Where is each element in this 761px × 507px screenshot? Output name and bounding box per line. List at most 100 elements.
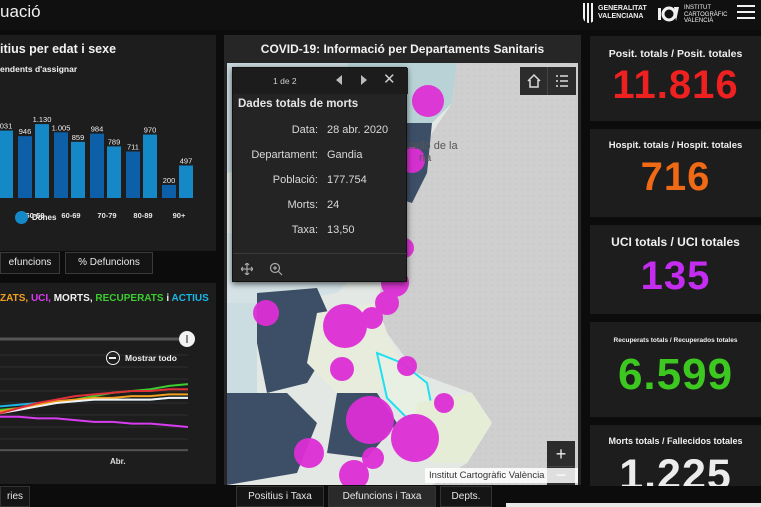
card-label: Hospit. totals / Hospit. totales bbox=[608, 140, 743, 151]
recovered-card: Recuperats totals / Recuperados totales … bbox=[590, 322, 761, 417]
tab-defuncions-taxa[interactable]: Defuncions i Taxa bbox=[328, 486, 436, 507]
category-tick-label: 50-59 bbox=[25, 211, 44, 220]
feature-popup: 1 de 2 ✕ Dades totals de morts Data: 28 … bbox=[232, 67, 408, 283]
layer-list-button[interactable] bbox=[548, 67, 576, 95]
category-tick-label: 90+ bbox=[173, 211, 186, 220]
age-bar[interactable] bbox=[107, 146, 121, 198]
legend-part: MORTS, bbox=[53, 293, 96, 304]
age-sex-panel: itius per edat i sexe endents d'assignar… bbox=[0, 35, 216, 251]
card-value: 716 bbox=[640, 155, 711, 199]
zoom-in-button[interactable]: + bbox=[547, 441, 575, 467]
age-bar[interactable] bbox=[126, 151, 140, 198]
time-slider-handle[interactable] bbox=[179, 331, 195, 347]
bar-value-label: 970 bbox=[144, 126, 157, 135]
age-panel-subtitle: endents d'assignar bbox=[0, 64, 78, 74]
popup-value: Gandia bbox=[327, 149, 363, 161]
map-title: COVID-19: Informació per Departaments Sa… bbox=[260, 42, 545, 56]
bar-value-label: 984 bbox=[91, 125, 104, 134]
bar-value-label: 200 bbox=[163, 176, 176, 185]
icv-logo: INSTITUT CARTOGRÀFIC VALENCIÀ bbox=[657, 2, 727, 26]
home-button[interactable] bbox=[520, 67, 548, 95]
bar-value-label: 031 bbox=[0, 122, 12, 131]
popup-value: 28 abr. 2020 bbox=[327, 124, 389, 136]
icu-card: UCI totals / UCI totales 135 bbox=[590, 225, 761, 314]
x-axis-label: Abr. bbox=[110, 457, 126, 466]
line-chart-legend: ZATS, UCI, MORTS, RECUPERATS i ACTIUS bbox=[0, 293, 209, 304]
legend-part: ZATS, bbox=[0, 293, 31, 304]
category-tick-label: 80-89 bbox=[133, 211, 152, 220]
tab-series[interactable]: ries bbox=[0, 486, 30, 507]
bottom-strip bbox=[506, 503, 761, 507]
zoom-out-icon[interactable] bbox=[106, 351, 120, 365]
popup-value: 13,50 bbox=[327, 224, 355, 236]
evolution-line-chart[interactable] bbox=[0, 325, 216, 465]
age-bar[interactable] bbox=[54, 132, 68, 198]
legend-female-label[interactable]: Dones bbox=[32, 213, 57, 222]
popup-footer bbox=[233, 253, 408, 283]
bar-value-label: 946 bbox=[19, 127, 32, 136]
card-label: Morts totals / Fallecidos totales bbox=[608, 436, 743, 446]
age-bar[interactable] bbox=[35, 124, 49, 198]
next-feature-icon[interactable] bbox=[361, 75, 367, 85]
bar-value-label: 789 bbox=[108, 137, 121, 146]
category-tick-label: 60-69 bbox=[61, 211, 80, 220]
positives-card: Posit. totals / Posit. totales 11.816 bbox=[590, 36, 761, 121]
card-label: Posit. totals / Posit. totales bbox=[608, 48, 743, 60]
age-panel-title: itius per edat i sexe bbox=[0, 42, 117, 56]
close-icon[interactable]: ✕ bbox=[383, 71, 396, 88]
age-bar[interactable] bbox=[90, 133, 104, 198]
logo-icv-line-2: CARTOGRÀFIC bbox=[684, 11, 728, 18]
show-all-button[interactable]: Mostrar todo bbox=[125, 353, 177, 363]
age-bar[interactable] bbox=[179, 165, 193, 198]
card-label: UCI totals / UCI totales bbox=[611, 235, 740, 249]
bar-value-label: 1.130 bbox=[33, 115, 52, 124]
generalitat-logo: GENERALITAT VALENCIANA bbox=[583, 2, 653, 26]
icv-mark-icon bbox=[658, 6, 679, 22]
popup-key: Població: bbox=[272, 174, 318, 186]
zoom-to-icon[interactable] bbox=[269, 262, 283, 276]
popup-page-count: 1 de 2 bbox=[273, 76, 297, 86]
category-tick-label: 70-79 bbox=[97, 211, 116, 220]
previous-feature-icon[interactable] bbox=[336, 75, 342, 85]
hamburger-menu-icon[interactable] bbox=[737, 5, 755, 21]
logo-icv-line-3: VALENCIÀ bbox=[684, 18, 714, 24]
pan-icon[interactable] bbox=[241, 263, 253, 275]
hospitalized-card: Hospit. totals / Hospit. totales 716 bbox=[590, 129, 761, 217]
map-attribution: Institut Cartogràfic València bbox=[425, 468, 578, 483]
logo-gva-line-2: VALENCIANA bbox=[598, 13, 644, 20]
logo-icv-line-1: INSTITUT bbox=[684, 5, 711, 11]
tab-percent-defuncions[interactable]: % Defuncions bbox=[65, 252, 153, 274]
series-line[interactable] bbox=[0, 415, 189, 428]
age-bar[interactable] bbox=[71, 141, 85, 198]
legend-part: UCI, bbox=[30, 293, 54, 304]
home-icon bbox=[527, 73, 541, 88]
app-header: uació GENERALITAT VALENCIANA INSTITUT CA… bbox=[0, 0, 761, 30]
bottom-tab-bar: ries Positius i Taxa Defuncions i Taxa D… bbox=[0, 486, 761, 507]
age-bar[interactable] bbox=[18, 136, 32, 198]
shield-icon bbox=[583, 3, 595, 23]
age-bar[interactable] bbox=[0, 130, 13, 198]
list-icon bbox=[556, 75, 568, 87]
age-bar[interactable] bbox=[162, 184, 176, 198]
legend-female-swatch[interactable] bbox=[15, 211, 28, 224]
series-line[interactable] bbox=[0, 396, 188, 415]
legend-part: RECUPERATS bbox=[95, 293, 167, 304]
card-label: Recuperats totals / Recuperados totales bbox=[613, 337, 738, 344]
card-value: 11.816 bbox=[612, 63, 739, 107]
bar-value-label: 711 bbox=[127, 143, 139, 152]
bar-value-label: 497 bbox=[180, 157, 193, 166]
series-line[interactable] bbox=[0, 393, 188, 413]
popup-key: Taxa: bbox=[291, 224, 318, 236]
tab-depts[interactable]: Depts. bbox=[440, 486, 492, 507]
tab-defuncions[interactable]: efuncions bbox=[0, 252, 60, 274]
legend-part: ACTIUS bbox=[171, 293, 209, 304]
legend-part: i bbox=[166, 293, 172, 304]
card-value: 6.599 bbox=[617, 350, 734, 399]
popup-key: Morts: bbox=[287, 199, 318, 211]
bar-value-label: 1.005 bbox=[52, 123, 71, 132]
age-bar[interactable] bbox=[143, 134, 157, 198]
tab-positius-taxa[interactable]: Positius i Taxa bbox=[236, 486, 324, 507]
series-line[interactable] bbox=[0, 388, 188, 415]
popup-value: 24 bbox=[327, 199, 340, 211]
